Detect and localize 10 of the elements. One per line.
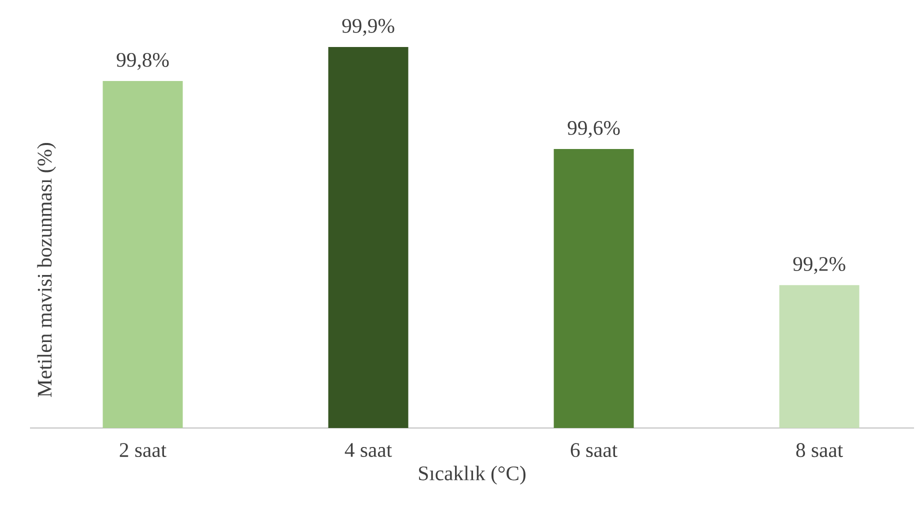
x-tick-label: 4 saat — [344, 443, 392, 457]
x-tick-label: 6 saat — [570, 443, 618, 458]
data-label: 99,2% — [793, 257, 846, 274]
data-label: 99,6% — [568, 120, 620, 138]
data-label: 99,8% — [116, 52, 169, 70]
y-axis-title: Metilen mavisi bozunması (%) — [37, 143, 56, 397]
x-tick-label: 2 saat — [120, 443, 166, 458]
x-axis-title: Sıcaklık (°C) — [419, 466, 526, 485]
data-label: 99,9% — [342, 18, 394, 36]
x-tick-label: 8 saat — [796, 443, 843, 458]
